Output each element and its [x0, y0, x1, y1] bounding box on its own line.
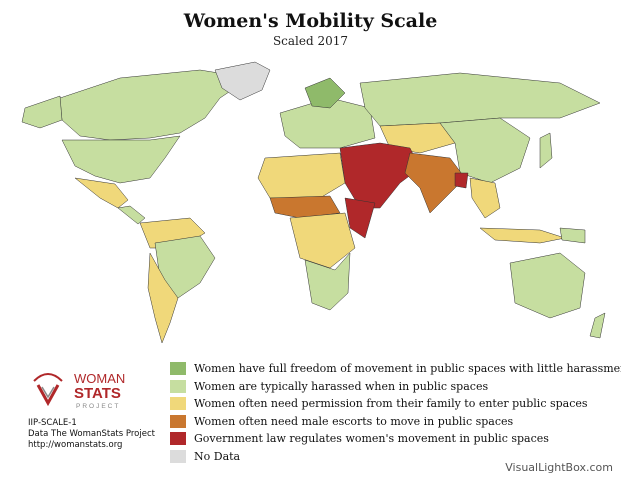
source-info: IIP-SCALE-1 Data The WomanStats Project …	[28, 418, 155, 451]
logo-line2: STATS	[74, 385, 121, 402]
world-map	[21, 61, 606, 344]
region-australia[interactable]	[509, 252, 586, 319]
legend-swatch	[170, 449, 186, 463]
source-url[interactable]: http://womanstats.org	[28, 440, 123, 450]
region-bangladesh[interactable]	[454, 172, 469, 189]
region-north-africa[interactable]	[257, 152, 346, 199]
region-southern-africa[interactable]	[304, 252, 351, 311]
legend-item: Women often need male escorts to move in…	[170, 413, 621, 431]
legend-swatch	[170, 432, 186, 446]
legend-swatch	[170, 414, 186, 428]
logo-line3: PROJECT	[76, 403, 120, 410]
legend-item: Women have full freedom of movement in p…	[170, 360, 621, 378]
womanstats-logo: WOMAN STATS PROJECT	[33, 371, 125, 410]
region-usa[interactable]	[61, 135, 181, 184]
region-new-zealand[interactable]	[589, 312, 606, 339]
region-southeast-asia[interactable]	[469, 177, 501, 219]
legend-item: Government law regulates women's movemen…	[170, 430, 621, 448]
legend-label: Women often need permission from their f…	[194, 397, 588, 411]
data-source: Data The WomanStats Project	[28, 429, 155, 439]
map-subtitle: Scaled 2017	[272, 34, 349, 48]
logo-emblem-icon	[33, 373, 63, 407]
region-south-asia[interactable]	[404, 152, 466, 214]
region-south-america-south[interactable]	[147, 252, 179, 344]
legend: Women have full freedom of movement in p…	[170, 360, 621, 465]
legend-label: Women have full freedom of movement in p…	[194, 362, 621, 376]
legend-label: Women often need male escorts to move in…	[194, 414, 514, 428]
region-mexico[interactable]	[74, 177, 129, 209]
legend-item: Women are typically harassed when in pub…	[170, 378, 621, 396]
region-central-america[interactable]	[117, 205, 146, 225]
region-central-africa[interactable]	[289, 212, 356, 269]
legend-label: No Data	[194, 449, 241, 463]
legend-label: Government law regulates women's movemen…	[194, 432, 549, 446]
legend-item: No Data	[170, 448, 621, 466]
region-japan[interactable]	[539, 132, 553, 169]
legend-label: Women are typically harassed when in pub…	[194, 379, 489, 393]
region-papua[interactable]	[559, 227, 586, 244]
region-horn-of-africa[interactable]	[344, 197, 376, 239]
region-scandinavia[interactable]	[304, 77, 346, 109]
map-title: Women's Mobility Scale	[183, 10, 438, 32]
legend-swatch	[170, 397, 186, 411]
region-canada[interactable]	[59, 69, 251, 141]
logo-line1: WOMAN	[74, 371, 125, 386]
scale-code: IIP-SCALE-1	[28, 418, 77, 428]
region-middle-east[interactable]	[339, 142, 421, 209]
legend-item: Women often need permission from their f…	[170, 395, 621, 413]
legend-swatch	[170, 362, 186, 376]
region-indonesia[interactable]	[479, 227, 566, 244]
watermark-credit: VisualLightBox.com	[505, 461, 613, 474]
region-alaska[interactable]	[21, 95, 63, 129]
region-russia[interactable]	[359, 72, 601, 127]
region-china[interactable]	[439, 117, 531, 184]
legend-swatch	[170, 379, 186, 393]
region-greenland[interactable]	[214, 61, 271, 101]
